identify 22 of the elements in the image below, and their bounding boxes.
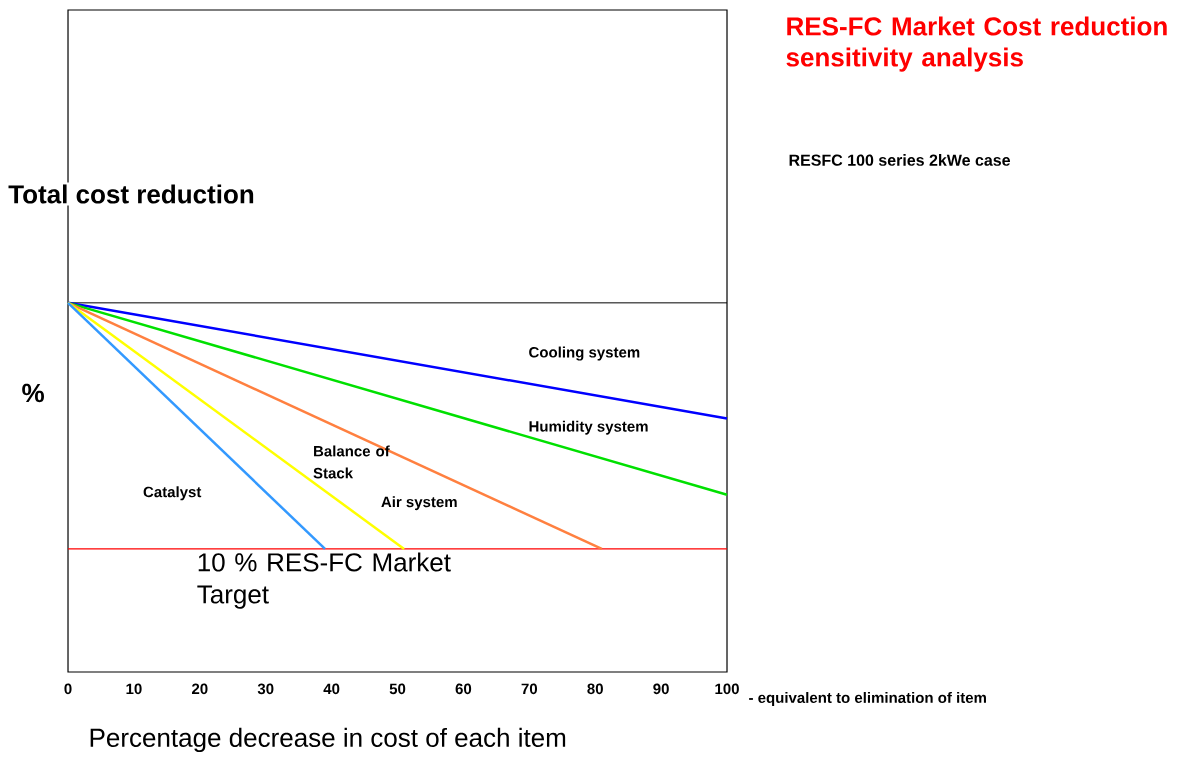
text: RES-FC Market Cost reduction sensitivity analysis (786, 16, 1167, 72)
x-tick-label: 70 (521, 683, 538, 695)
x-tick-label: 0 (64, 683, 72, 695)
series-label: Cooling system (529, 346, 640, 361)
x-tick-label: 20 (191, 683, 208, 695)
text: RESFC 100 series 2kWe case (789, 154, 1011, 166)
x-tick-label: 100 (715, 683, 739, 695)
series-label: Humidity system (529, 420, 648, 435)
x-tick-label: 60 (455, 683, 472, 695)
x-tick-label: 90 (653, 683, 669, 695)
x-tick-label: 50 (389, 683, 406, 695)
y-axis-title: Total cost reduction (8, 184, 254, 204)
x-tick-label: 30 (257, 683, 274, 695)
text: - equivalent to elimination of item (749, 691, 986, 706)
series-label: Air system (381, 496, 457, 511)
text: % (22, 383, 44, 403)
x-tick-label: 10 (126, 683, 142, 695)
x-tick-label: 80 (587, 683, 603, 695)
x-axis-title: Percentage decrease in cost of each item (90, 727, 566, 753)
ref-line-label: 10 % RES-FC Market Target (197, 552, 451, 609)
text: Catalyst (143, 486, 202, 501)
x-tick-label: 40 (323, 683, 340, 695)
